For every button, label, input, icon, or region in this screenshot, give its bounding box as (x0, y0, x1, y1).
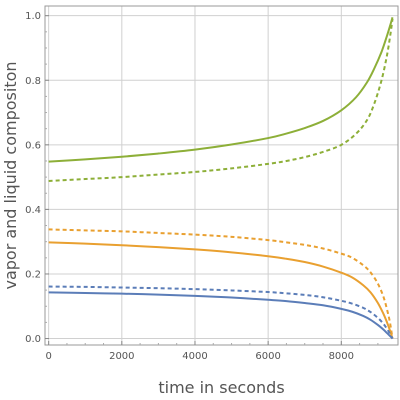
x-tick-label: 4000 (182, 351, 207, 362)
x-tick-label: 8000 (329, 351, 354, 362)
series-line-2-dashed (48, 18, 394, 182)
x-tick-label: 0 (45, 351, 51, 362)
y-tick-label: 0.0 (25, 334, 41, 345)
series-line-1-solid (48, 17, 394, 163)
y-tick-label: 0.8 (25, 76, 41, 87)
series-line-3-dashed (48, 228, 394, 339)
series-line-4-solid (48, 241, 394, 339)
series-lines (48, 17, 394, 340)
x-axis-title: time in seconds (158, 378, 284, 397)
series-line-5-dashed (48, 285, 394, 340)
x-tick-label: 2000 (109, 351, 134, 362)
y-tick-label: 1.0 (25, 11, 41, 22)
y-tick-label: 0.4 (25, 205, 41, 216)
axis-ticks: 0 2000 4000 6000 8000 0.0 0.2 0.4 0.6 0.8 1.0 (25, 11, 379, 362)
y-axis-title: vapor and liquid compositon (1, 61, 20, 289)
series-line-6-solid (48, 291, 394, 340)
plot-frame (44, 5, 399, 346)
y-tick-label: 0.6 (25, 140, 41, 151)
x-tick-label: 6000 (255, 351, 280, 362)
y-tick-label: 0.2 (25, 269, 41, 280)
grid (45, 6, 398, 345)
